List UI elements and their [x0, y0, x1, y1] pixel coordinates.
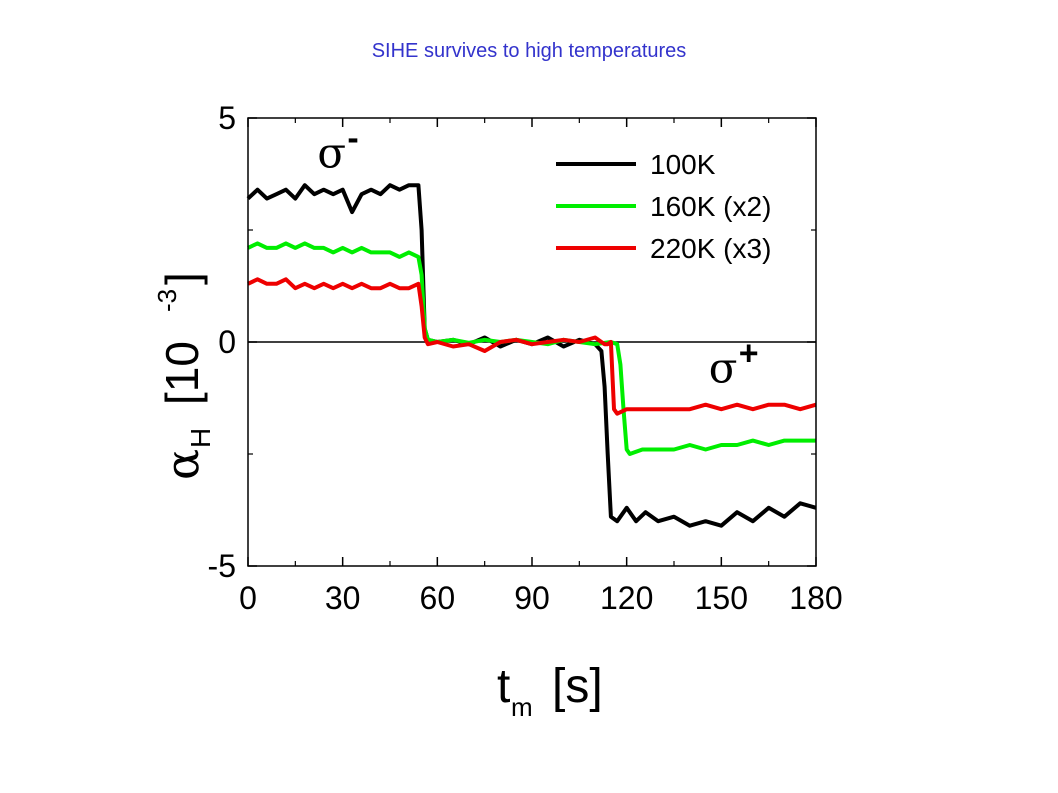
sigma-annotation-0: σ	[317, 128, 346, 177]
y-tick-label: 5	[218, 100, 236, 136]
x-tick-label: 30	[325, 580, 361, 616]
x-tick-label: 180	[789, 580, 842, 616]
x-tick-label: 150	[695, 580, 748, 616]
x-axis-label-unit: [s]	[552, 660, 603, 713]
y-axis-label-exponent: -3	[152, 289, 182, 312]
x-tick-label: 60	[420, 580, 456, 616]
x-tick-label: 120	[600, 580, 653, 616]
y-axis-label-bracket-open: [10	[156, 341, 208, 405]
legend-label-0: 100K	[650, 149, 716, 180]
legend-label-2: 220K (x3)	[650, 233, 771, 264]
y-axis-label-sub: H	[185, 428, 216, 448]
x-tick-label: 0	[239, 580, 257, 616]
sigma-annotation-sign-0: -	[347, 119, 358, 157]
sigma-annotation-sign-1: +	[739, 334, 759, 372]
x-axis-label-main: t	[497, 660, 510, 713]
y-tick-label: 0	[218, 324, 236, 360]
legend-label-1: 160K (x2)	[650, 191, 771, 222]
series-line-2	[247, 277, 817, 416]
slide-title: SIHE survives to high temperatures	[371, 40, 687, 62]
x-tick-label: 90	[514, 580, 550, 616]
y-axis-label-bracket-close: ]	[156, 272, 208, 285]
y-tick-label: -5	[208, 548, 236, 584]
sigma-annotation-1: σ	[709, 343, 738, 392]
x-axis-label-sub: m	[511, 692, 533, 722]
series-line-1	[247, 241, 816, 456]
y-axis-label-symbol: α	[155, 449, 209, 480]
